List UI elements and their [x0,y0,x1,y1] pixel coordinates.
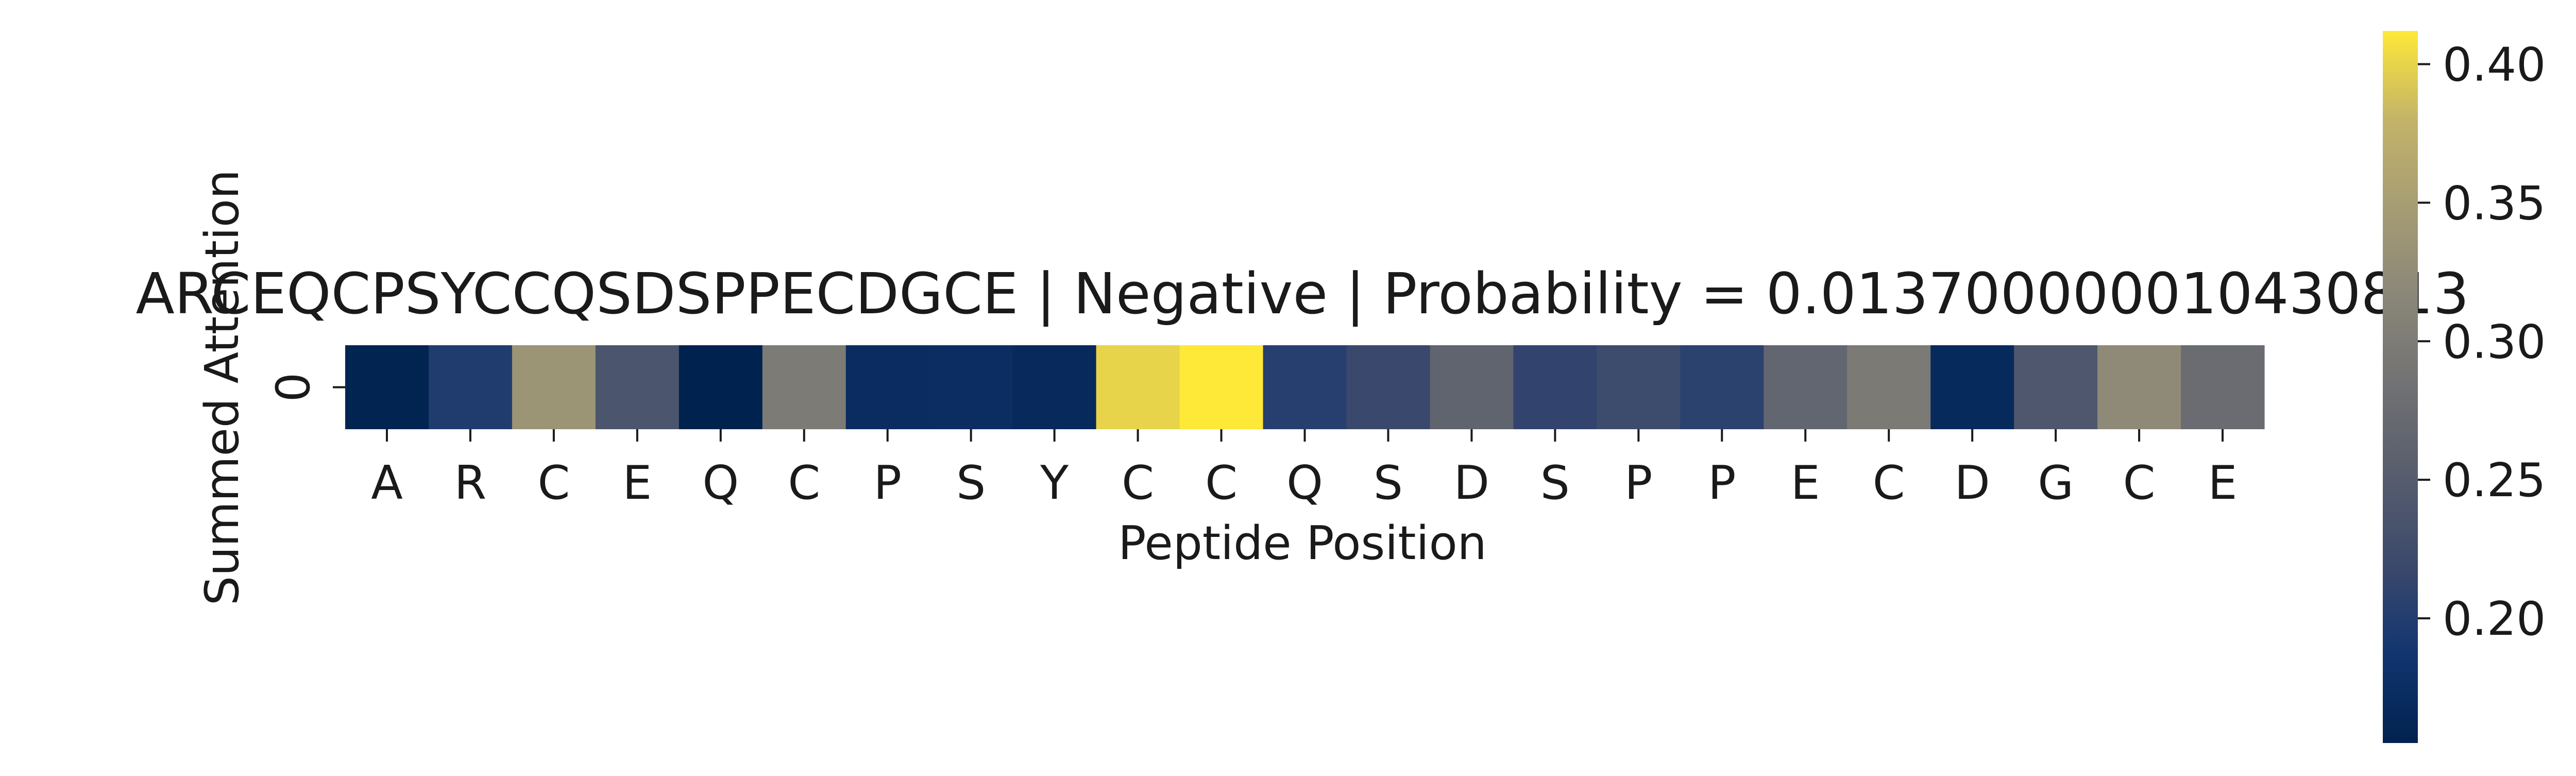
heatmap-cell [1680,345,1764,429]
x-tick-label: Q [702,456,739,510]
x-tick-label: P [1708,456,1736,510]
x-tick-label: D [1454,456,1489,510]
colorbar-tick-label: 0.35 [2443,176,2546,230]
heatmap-cell [845,345,930,429]
x-tick-label: E [622,456,652,510]
x-tick-label: Y [1040,456,1069,510]
heatmap-cell [1346,345,1431,429]
x-tick-label: A [371,456,403,510]
x-tick-label: Q [1286,456,1323,510]
x-tick-label: C [1205,456,1238,510]
heatmap-cell [679,345,763,429]
x-tick-label: P [1624,456,1652,510]
colorbar-tick-label: 0.30 [2443,315,2546,369]
heatmap-cell [1179,345,1264,429]
x-tick-label: S [1374,456,1403,510]
heatmap-cell [1430,345,1514,429]
heatmap-cell [1847,345,1931,429]
x-tick-label: E [1791,456,1820,510]
heatmap-cell [2014,345,2098,429]
heatmap-cell [2181,345,2265,429]
heatmap-cell [1263,345,1347,429]
x-tick-label: C [1122,456,1154,510]
heatmap-cell [1930,345,2014,429]
x-tick-label: G [2038,456,2074,510]
x-tick-label: C [788,456,820,510]
heatmap-cell [1513,345,1597,429]
heatmap-cell [929,345,1013,429]
x-tick-label: E [2208,456,2238,510]
x-tick-label: C [2123,456,2156,510]
heatmap-cell [595,345,680,429]
y-tick-label: 0 [266,373,320,402]
colorbar [2383,31,2418,743]
heatmap-cell [762,345,846,429]
colorbar-tick-label: 0.25 [2443,453,2546,508]
x-axis-label: Peptide Position [1118,516,1486,570]
y-axis-label: Summed Attention [195,170,249,605]
x-tick-label: C [1873,456,1905,510]
x-tick-label: D [1954,456,1990,510]
heatmap-cell [2097,345,2181,429]
x-tick-label: S [1540,456,1570,510]
heatmap-cell [1764,345,1848,429]
x-tick-label: S [956,456,986,510]
chart-title: ARCEQCPSYCCQSDSPPECDGCE | Negative | Pro… [136,261,2469,327]
heatmap-cell [1012,345,1097,429]
heatmap-cells [345,345,2265,429]
heatmap-cell [512,345,596,429]
colorbar-ticks: 0.20 0.25 0.30 0.35 0.40 [2418,38,2546,646]
heatmap-cell [1597,345,1681,429]
x-tick-label: C [537,456,570,510]
heatmap-cell [1096,345,1180,429]
colorbar-tick-label: 0.20 [2443,592,2546,646]
heatmap-cell [345,345,429,429]
x-tick-label: R [454,456,487,510]
colorbar-tick-label: 0.40 [2443,38,2546,92]
heatmap-cell [428,345,513,429]
y-axis-ticks: 0 [266,373,345,402]
x-tick-label: P [874,456,902,510]
